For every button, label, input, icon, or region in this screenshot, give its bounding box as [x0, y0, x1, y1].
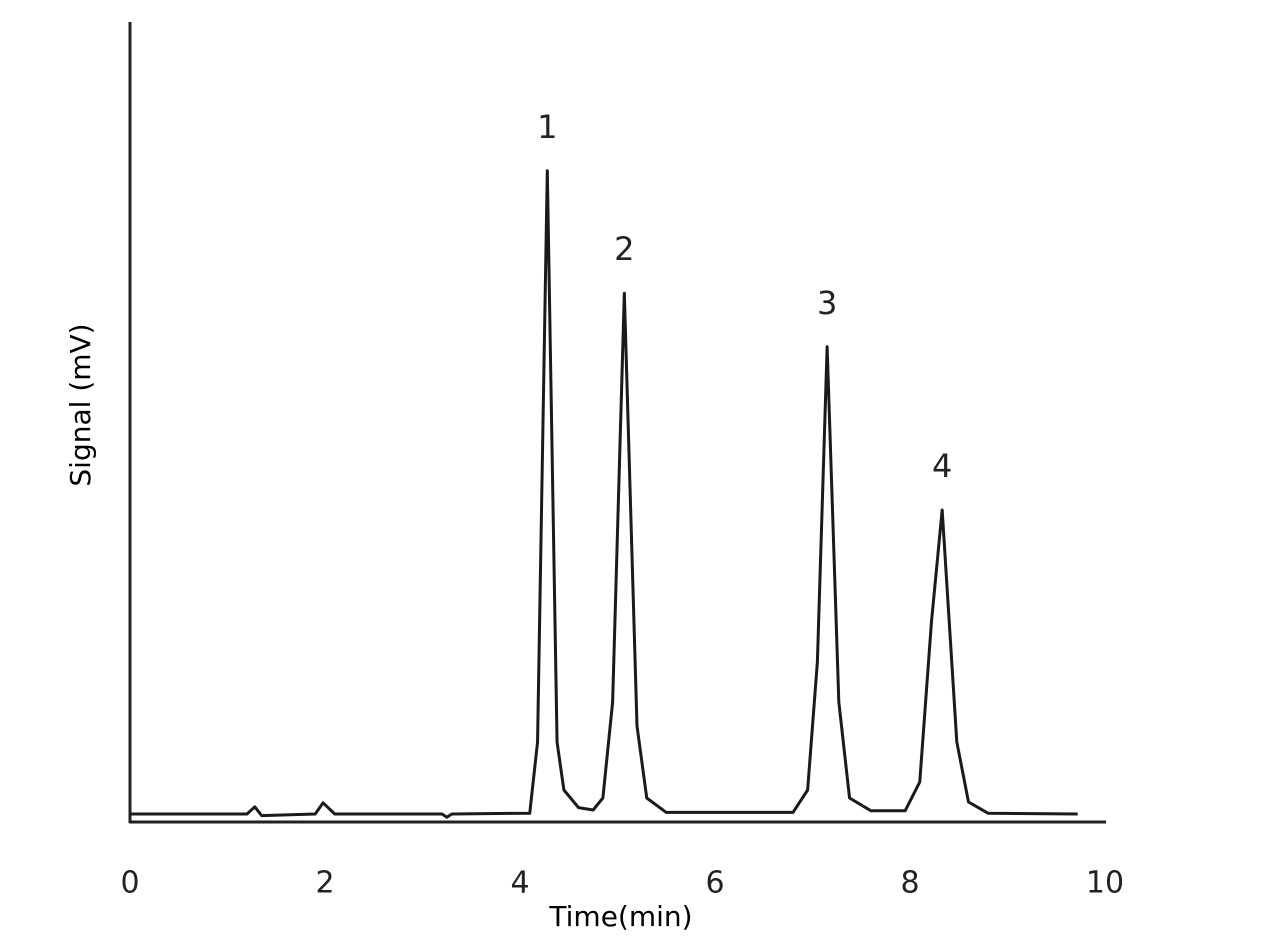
- x-tick-label: 0: [120, 866, 139, 901]
- x-tick-label: 4: [510, 866, 529, 901]
- x-tick-label: 2: [315, 866, 334, 901]
- x-tick-label: 6: [705, 866, 724, 901]
- signal-trace: [130, 169, 1078, 819]
- y-axis-label: Signal (mV): [64, 323, 97, 486]
- peak-label: 4: [932, 447, 952, 485]
- x-tick-label: 10: [1086, 866, 1124, 901]
- peak-label: 1: [537, 108, 557, 146]
- peak-label: 3: [817, 284, 837, 322]
- peak-label: 2: [614, 230, 634, 268]
- x-tick-label: 8: [900, 866, 919, 901]
- x-axis-label: Time(min): [548, 900, 692, 933]
